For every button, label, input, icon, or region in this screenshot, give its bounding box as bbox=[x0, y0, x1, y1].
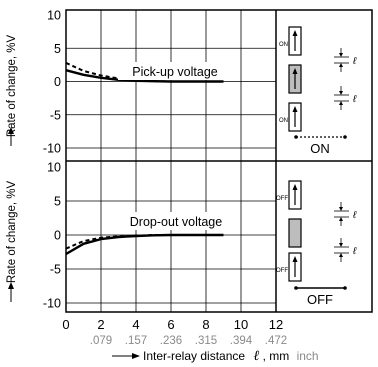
relay-middle-on-arrow-icon bbox=[292, 68, 298, 74]
on-caption: ON bbox=[310, 141, 330, 156]
x-tick-label-mm: 0 bbox=[62, 317, 69, 332]
x-tick-label-inch: .157 bbox=[125, 335, 147, 347]
gap-off-upper-arrowhead-a bbox=[339, 207, 343, 211]
diagram-off: OFF OFF ℓ ℓ OFF bbox=[276, 180, 357, 307]
xlabel-arrow-icon bbox=[132, 353, 140, 359]
x-axis-label-text: Inter-relay distance bbox=[143, 349, 245, 363]
y-tick-label: 5 bbox=[54, 195, 61, 209]
x-tick-label-mm: 4 bbox=[132, 317, 139, 332]
relay-on-tag-upper: ON bbox=[279, 42, 288, 48]
x-axis-label: Inter-relay distance ℓ , mm inch bbox=[143, 349, 319, 364]
gap-upper-arrowhead-a bbox=[339, 53, 343, 57]
on-dot-left bbox=[294, 135, 298, 139]
dashed-curve bbox=[65, 234, 224, 250]
relay-off-tag-lower: OFF bbox=[276, 268, 288, 274]
dropout-label-bg bbox=[116, 212, 236, 230]
pickup-plot: 10 5 0 -5 -10 bbox=[43, 9, 276, 161]
x-tick-label-mm: 8 bbox=[202, 317, 209, 332]
dropout-voltage-label: Drop-out voltage bbox=[130, 215, 222, 229]
y-tick-label: 5 bbox=[54, 42, 61, 56]
x-tick-label-inch: .079 bbox=[90, 335, 112, 347]
relay-middle-off bbox=[288, 218, 302, 248]
ylabel-top-arrow-icon bbox=[8, 127, 14, 134]
relay-off-tag-upper: OFF bbox=[276, 196, 288, 202]
x-axis-label-unit: , mm bbox=[263, 349, 290, 363]
gap-off-lower-arrowhead-b bbox=[339, 253, 343, 257]
ylabel-top: Rate of change, %V bbox=[6, 35, 18, 138]
gap-off-upper-arrowhead-b bbox=[339, 217, 343, 221]
gap-upper-ell: ℓ bbox=[352, 56, 357, 67]
dashed-curve bbox=[65, 61, 224, 83]
gap-lower-ell: ℓ bbox=[352, 94, 357, 105]
x-tick-label-mm: 10 bbox=[234, 317, 248, 332]
relay-upper-off-arrow-icon bbox=[292, 184, 298, 190]
gap-off-upper-ell: ℓ bbox=[352, 210, 357, 221]
on-dot-right bbox=[343, 135, 347, 139]
y-tick-label: 10 bbox=[47, 9, 61, 23]
x-tick-label-inch: .394 bbox=[230, 335, 253, 347]
y-tick-label: 0 bbox=[54, 75, 61, 89]
relay-upper-on-arrow-icon bbox=[292, 30, 298, 36]
gap-upper-arrowhead-b bbox=[339, 63, 343, 67]
x-tick-label-mm: 12 bbox=[269, 317, 283, 332]
gap-off-lower-ell: ℓ bbox=[352, 246, 357, 257]
x-tick-label-inch: .236 bbox=[160, 335, 182, 347]
ylabel-bottom: Rate of change, %V bbox=[6, 181, 18, 284]
x-tick-label-inch: .472 bbox=[265, 335, 287, 347]
pickup-label-bg bbox=[118, 62, 232, 80]
x-tick-label-mm: 2 bbox=[97, 317, 104, 332]
ylabel-top-text: Rate of change, %V bbox=[6, 35, 18, 138]
x-axis-label-symbol: ℓ bbox=[253, 349, 259, 364]
gap-lower-arrowhead-a bbox=[339, 91, 343, 95]
dropout-plot: 10 5 0 -5 -10 bbox=[43, 161, 276, 312]
x-tick-label-inch: .315 bbox=[195, 335, 217, 347]
gap-lower-arrowhead-b bbox=[339, 101, 343, 105]
relay-lower-off-arrow-icon bbox=[292, 256, 298, 262]
y-tick-label: 10 bbox=[47, 161, 61, 175]
off-dot-left bbox=[294, 286, 298, 290]
diagram-on: ON ON ℓ ℓ ON bbox=[279, 26, 357, 156]
relay-on-tag-lower: ON bbox=[279, 118, 288, 124]
y-tick-label: -5 bbox=[50, 108, 61, 122]
y-tick-label: -10 bbox=[43, 297, 61, 311]
x-tick-label-mm: 6 bbox=[167, 317, 174, 332]
off-caption: OFF bbox=[307, 292, 333, 307]
y-tick-label: 0 bbox=[54, 229, 61, 243]
x-axis-label-unit-alt: inch bbox=[297, 349, 319, 363]
pickup-voltage-label: Pick-up voltage bbox=[132, 65, 218, 79]
y-tick-label: -10 bbox=[43, 142, 61, 156]
solid-curve bbox=[65, 233, 224, 256]
ylabel-bottom-arrow-icon bbox=[8, 282, 14, 289]
ylabel-bottom-text: Rate of change, %V bbox=[6, 181, 18, 284]
relay-lower-on-arrow-icon bbox=[292, 106, 298, 112]
y-tick-label: -5 bbox=[50, 263, 61, 277]
gap-off-lower-arrowhead-a bbox=[339, 243, 343, 247]
off-dot-right bbox=[343, 286, 347, 290]
x-axis-ticks: 0 2 4 6 8 10 12 .079 .157 .236 .315 .394 .472 bbox=[62, 317, 287, 347]
